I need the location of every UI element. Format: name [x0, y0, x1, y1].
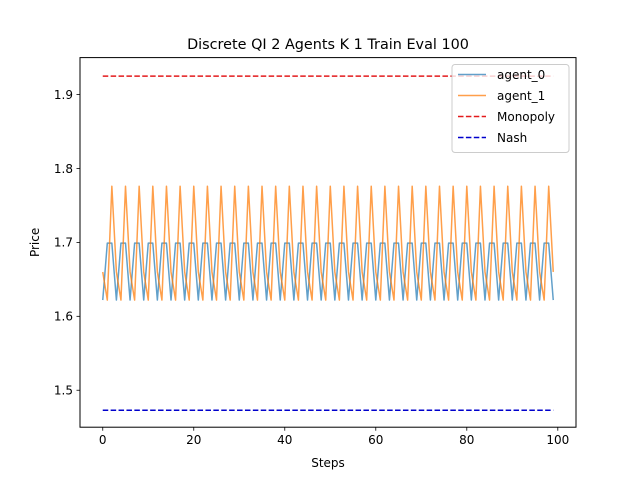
legend-label-nash: Nash [497, 131, 527, 145]
legend-box [451, 64, 570, 153]
y-tick-label: 1.5 [54, 384, 73, 398]
x-tick-label: 40 [277, 433, 292, 447]
chart-title: Discrete QI 2 Agents K 1 Train Eval 100 [187, 37, 469, 53]
series-line-agent-1 [102, 185, 554, 301]
legend-label-agent-1: agent_1 [497, 89, 545, 103]
x-tick-label: 0 [99, 433, 107, 447]
y-axis-label: Price [28, 228, 42, 257]
x-axis-label: Steps [311, 456, 345, 470]
x-tick-label: 100 [546, 433, 569, 447]
x-axis-ticks: 0 20 40 60 80 100 [99, 427, 569, 447]
legend-label-monopoly: Monopoly [497, 110, 555, 124]
y-tick-label: 1.6 [54, 310, 73, 324]
legend: agent_0 agent_1 Monopoly Nash [451, 64, 570, 153]
x-tick-label: 20 [186, 433, 201, 447]
legend-label-agent-0: agent_0 [497, 68, 545, 82]
y-tick-label: 1.9 [54, 88, 73, 102]
x-tick-label: 80 [459, 433, 474, 447]
x-tick-label: 60 [368, 433, 383, 447]
y-axis-ticks: 1.5 1.6 1.7 1.8 1.9 [54, 88, 80, 398]
y-tick-label: 1.7 [54, 236, 73, 250]
y-tick-label: 1.8 [54, 162, 73, 176]
